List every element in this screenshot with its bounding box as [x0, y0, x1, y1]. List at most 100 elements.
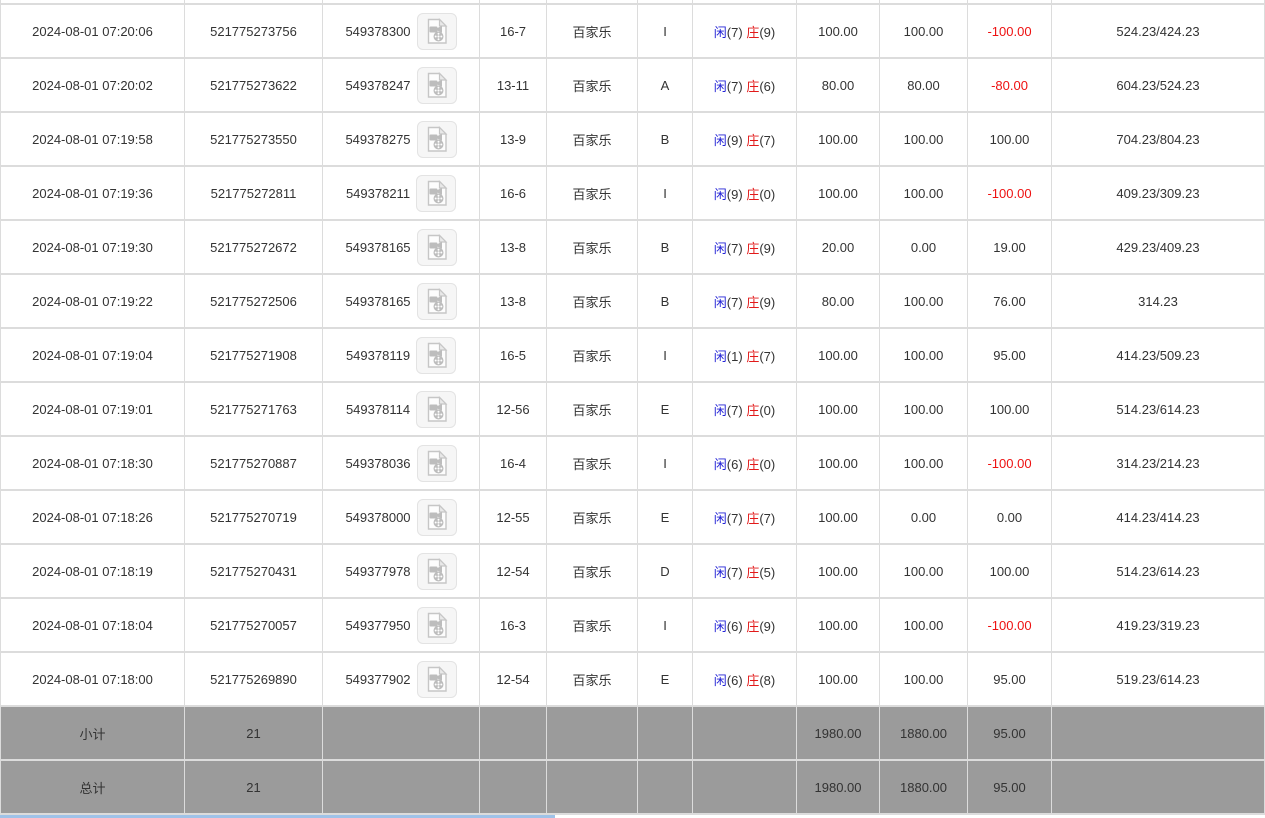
video-replay-button[interactable]	[416, 336, 457, 374]
game-type-cell: 百家乐	[546, 57, 638, 113]
cutoff-cell	[1051, 0, 1265, 5]
valid-bet-cell: 100.00	[879, 165, 968, 221]
bet-type-cell: I	[637, 435, 693, 491]
order-id-cell: 521775269890	[184, 651, 323, 707]
balance-cell: 604.23/524.23	[1051, 57, 1265, 113]
order-id-cell: 521775273756	[184, 3, 323, 59]
bet-record-row: 2024-08-01 07:19:01 521775271763 5493781…	[0, 381, 1265, 437]
round-id-cell: 549378165	[322, 273, 480, 329]
subtotal-bet-cell: 1980.00	[796, 705, 880, 761]
total-empty-cell	[479, 759, 547, 815]
banker-label: 庄	[746, 240, 760, 256]
video-replay-icon	[427, 179, 447, 206]
total-winloss-cell: 95.00	[967, 759, 1052, 815]
video-replay-icon	[427, 341, 447, 368]
subtotal-valid-cell: 1880.00	[879, 705, 968, 761]
video-replay-button[interactable]	[416, 390, 457, 428]
bet-type-cell: I	[637, 3, 693, 59]
banker-label: 庄	[746, 78, 760, 94]
player-label: 闲	[713, 456, 727, 472]
game-result-cell: 闲(7) 庄(9)	[692, 219, 797, 275]
video-replay-button[interactable]	[416, 66, 457, 104]
bet-time-cell: 2024-08-01 07:19:30	[0, 219, 185, 275]
video-replay-button[interactable]	[416, 174, 457, 212]
bet-amount-cell: 100.00	[796, 165, 880, 221]
valid-bet-cell: 100.00	[879, 543, 968, 599]
total-valid-cell: 1880.00	[879, 759, 968, 815]
game-result-cell: 闲(7) 庄(6)	[692, 57, 797, 113]
balance-cell: 414.23/509.23	[1051, 327, 1265, 383]
order-id-cell: 521775270719	[184, 489, 323, 545]
balance-cell: 514.23/614.23	[1051, 381, 1265, 437]
game-result-cell: 闲(7) 庄(9)	[692, 273, 797, 329]
banker-score: (9)	[759, 240, 776, 256]
table-round-cell: 13-11	[479, 57, 547, 113]
valid-bet-cell: 100.00	[879, 111, 968, 167]
order-id-cell: 521775272506	[184, 273, 323, 329]
subtotal-empty-cell	[692, 705, 797, 761]
total-empty-cell	[692, 759, 797, 815]
valid-bet-cell: 100.00	[879, 597, 968, 653]
round-id-cell: 549378119	[322, 327, 480, 383]
valid-bet-cell: 100.00	[879, 435, 968, 491]
game-result-cell: 闲(6) 庄(0)	[692, 435, 797, 491]
player-score: (7)	[726, 240, 743, 256]
video-replay-button[interactable]	[416, 606, 457, 644]
bet-record-row: 2024-08-01 07:18:19 521775270431 5493779…	[0, 543, 1265, 599]
total-empty-cell	[322, 759, 480, 815]
game-type-cell: 百家乐	[546, 651, 638, 707]
video-replay-button[interactable]	[416, 12, 457, 50]
banker-score: (6)	[759, 78, 776, 94]
bet-time-cell: 2024-08-01 07:18:30	[0, 435, 185, 491]
banker-label: 庄	[746, 510, 760, 526]
video-replay-button[interactable]	[416, 120, 457, 158]
valid-bet-cell: 80.00	[879, 57, 968, 113]
bet-record-row: 2024-08-01 07:18:30 521775270887 5493780…	[0, 435, 1265, 491]
valid-bet-cell: 100.00	[879, 327, 968, 383]
round-id-cell: 549378114	[322, 381, 480, 437]
video-replay-button[interactable]	[416, 498, 457, 536]
player-score: (1)	[726, 348, 743, 364]
video-replay-button[interactable]	[416, 444, 457, 482]
video-replay-button[interactable]	[416, 660, 457, 698]
player-score: (7)	[726, 564, 743, 580]
player-score: (7)	[726, 294, 743, 310]
bet-amount-cell: 100.00	[796, 489, 880, 545]
bet-time-cell: 2024-08-01 07:18:26	[0, 489, 185, 545]
round-id-text: 549378275	[345, 131, 411, 147]
round-id-cell: 549378275	[322, 111, 480, 167]
valid-bet-cell: 100.00	[879, 381, 968, 437]
video-replay-icon	[427, 125, 448, 152]
video-replay-button[interactable]	[416, 228, 457, 266]
subtotal-empty-cell	[637, 705, 693, 761]
game-result-cell: 闲(1) 庄(7)	[692, 327, 797, 383]
bet-record-row: 2024-08-01 07:19:58 521775273550 5493782…	[0, 111, 1265, 167]
balance-cell: 414.23/414.23	[1051, 489, 1265, 545]
round-id-cell: 549377902	[322, 651, 480, 707]
game-type-cell: 百家乐	[546, 435, 638, 491]
game-type-cell: 百家乐	[546, 327, 638, 383]
round-id-cell: 549377978	[322, 543, 480, 599]
video-replay-button[interactable]	[416, 552, 457, 590]
banker-score: (9)	[759, 294, 776, 310]
bet-amount-cell: 100.00	[796, 3, 880, 59]
bet-record-row: 2024-08-01 07:18:26 521775270719 5493780…	[0, 489, 1265, 545]
player-label: 闲	[713, 510, 727, 526]
video-replay-icon	[427, 17, 448, 44]
round-id-text: 549378211	[345, 185, 411, 201]
game-type-cell: 百家乐	[546, 3, 638, 59]
video-replay-button[interactable]	[416, 282, 457, 320]
round-id-text: 549378300	[345, 23, 411, 39]
game-result-cell: 闲(7) 庄(5)	[692, 543, 797, 599]
subtotal-winloss-cell: 95.00	[967, 705, 1052, 761]
player-label: 闲	[713, 618, 727, 634]
game-result-cell: 闲(6) 庄(9)	[692, 597, 797, 653]
round-id-cell: 549378036	[322, 435, 480, 491]
player-score: (7)	[726, 402, 743, 418]
bet-time-cell: 2024-08-01 07:18:19	[0, 543, 185, 599]
bet-record-row: 2024-08-01 07:19:22 521775272506 5493781…	[0, 273, 1265, 329]
player-label: 闲	[713, 132, 727, 148]
subtotal-empty-cell	[546, 705, 638, 761]
video-replay-icon	[427, 71, 448, 98]
